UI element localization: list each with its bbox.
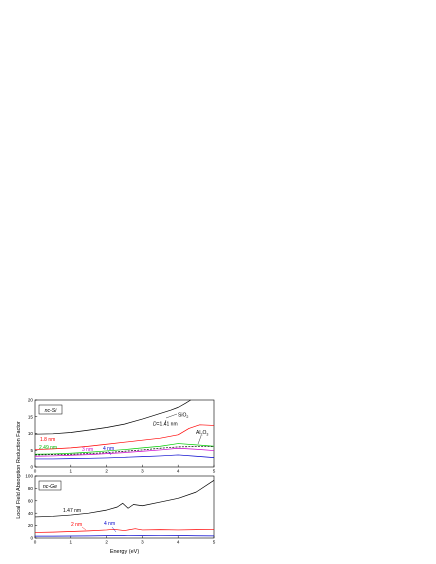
y-tick-label: 0 [30,465,33,470]
annotation-leader [107,450,112,456]
x-tick-label: 4 [177,469,180,474]
panel-label-box [38,404,63,415]
series-group [34,399,215,460]
annotation-4nm: 4 nm [103,446,114,452]
axis-ticks: 0 1 2 3 4 5 0 20 40 60 80 100 [25,474,215,545]
panel-nc-si: 0 1 2 3 4 5 0 5 10 15 20 nc-Si SiO2 D=1.41 nm Al2O… [28,398,216,474]
series-group [34,480,215,537]
x-tick-label: 1 [70,469,73,474]
y-tick-label: 80 [28,486,34,491]
series-line-si-141-al2o3 [34,446,214,456]
x-tick-label: 2 [105,540,108,545]
y-tick-label: 60 [28,498,34,503]
annotation-leader [81,526,87,531]
y-tick-label: 100 [25,474,33,479]
y-tick-label: 5 [30,448,33,453]
annotation-sio2: SiO2 [178,413,188,420]
axis-ticks: 0 1 2 3 4 5 0 5 10 15 20 [28,398,216,474]
x-tick-label: 0 [34,540,37,545]
series-line-si-249-sio2 [34,443,215,455]
panel-label-box [38,480,62,491]
x-tick-label: 2 [105,469,108,474]
annotation-3nm: 3 nm [82,447,93,453]
y-tick-label: 15 [28,414,34,419]
annotation-leader [111,526,117,533]
series-line-si-18-sio2 [34,424,215,450]
y-tick-label: 20 [28,523,34,528]
x-tick-label: 4 [177,540,180,545]
annotation-al2o3: Al2O3 [196,430,208,437]
x-tick-label: 1 [70,540,73,545]
x-axis-label: Energy (eV) [110,549,140,555]
plot-frame [34,475,215,539]
panel-nc-ge: 0 1 2 3 4 5 0 20 40 60 80 100 nc-Ge 1.47 nm 2 nm 4 … [25,474,215,545]
series-line-ge-4 [35,535,215,537]
annotation-leader [163,419,167,426]
y-tick-label: 10 [28,431,34,436]
series-line-si-141-sio2 [34,399,191,435]
series-line-ge-2 [34,528,215,533]
annotation-leader [165,413,178,419]
annotation-1-47nm: 1.47 nm [63,508,81,514]
panel-label: nc-Si [45,408,58,414]
y-tick-label: 0 [30,536,33,541]
annotation-2-49nm: 2.49 nm [39,445,57,451]
annotation-leader [197,435,202,445]
y-tick-label: 40 [28,511,34,516]
y-tick-label: 20 [28,398,34,403]
series-line-ge-147 [34,480,215,518]
annotation-2nm: 2 nm [71,522,82,528]
annotation-4nm: 4 nm [104,521,115,527]
x-tick-label: 0 [34,469,37,474]
series-line-si-3-sio2 [34,447,215,457]
panel-label: nc-Ge [43,484,57,490]
annotation-1-8nm: 1.8 nm [40,437,55,443]
x-tick-label: 5 [213,540,216,545]
series-line-si-4-sio2 [35,454,215,460]
annotation-d141: D=1.41 nm [153,422,178,428]
x-tick-label: 3 [141,540,144,545]
x-tick-label: 5 [213,469,216,474]
y-axis-label: Local Field Absorption Reduction Factor [16,421,22,519]
x-tick-label: 3 [141,469,144,474]
